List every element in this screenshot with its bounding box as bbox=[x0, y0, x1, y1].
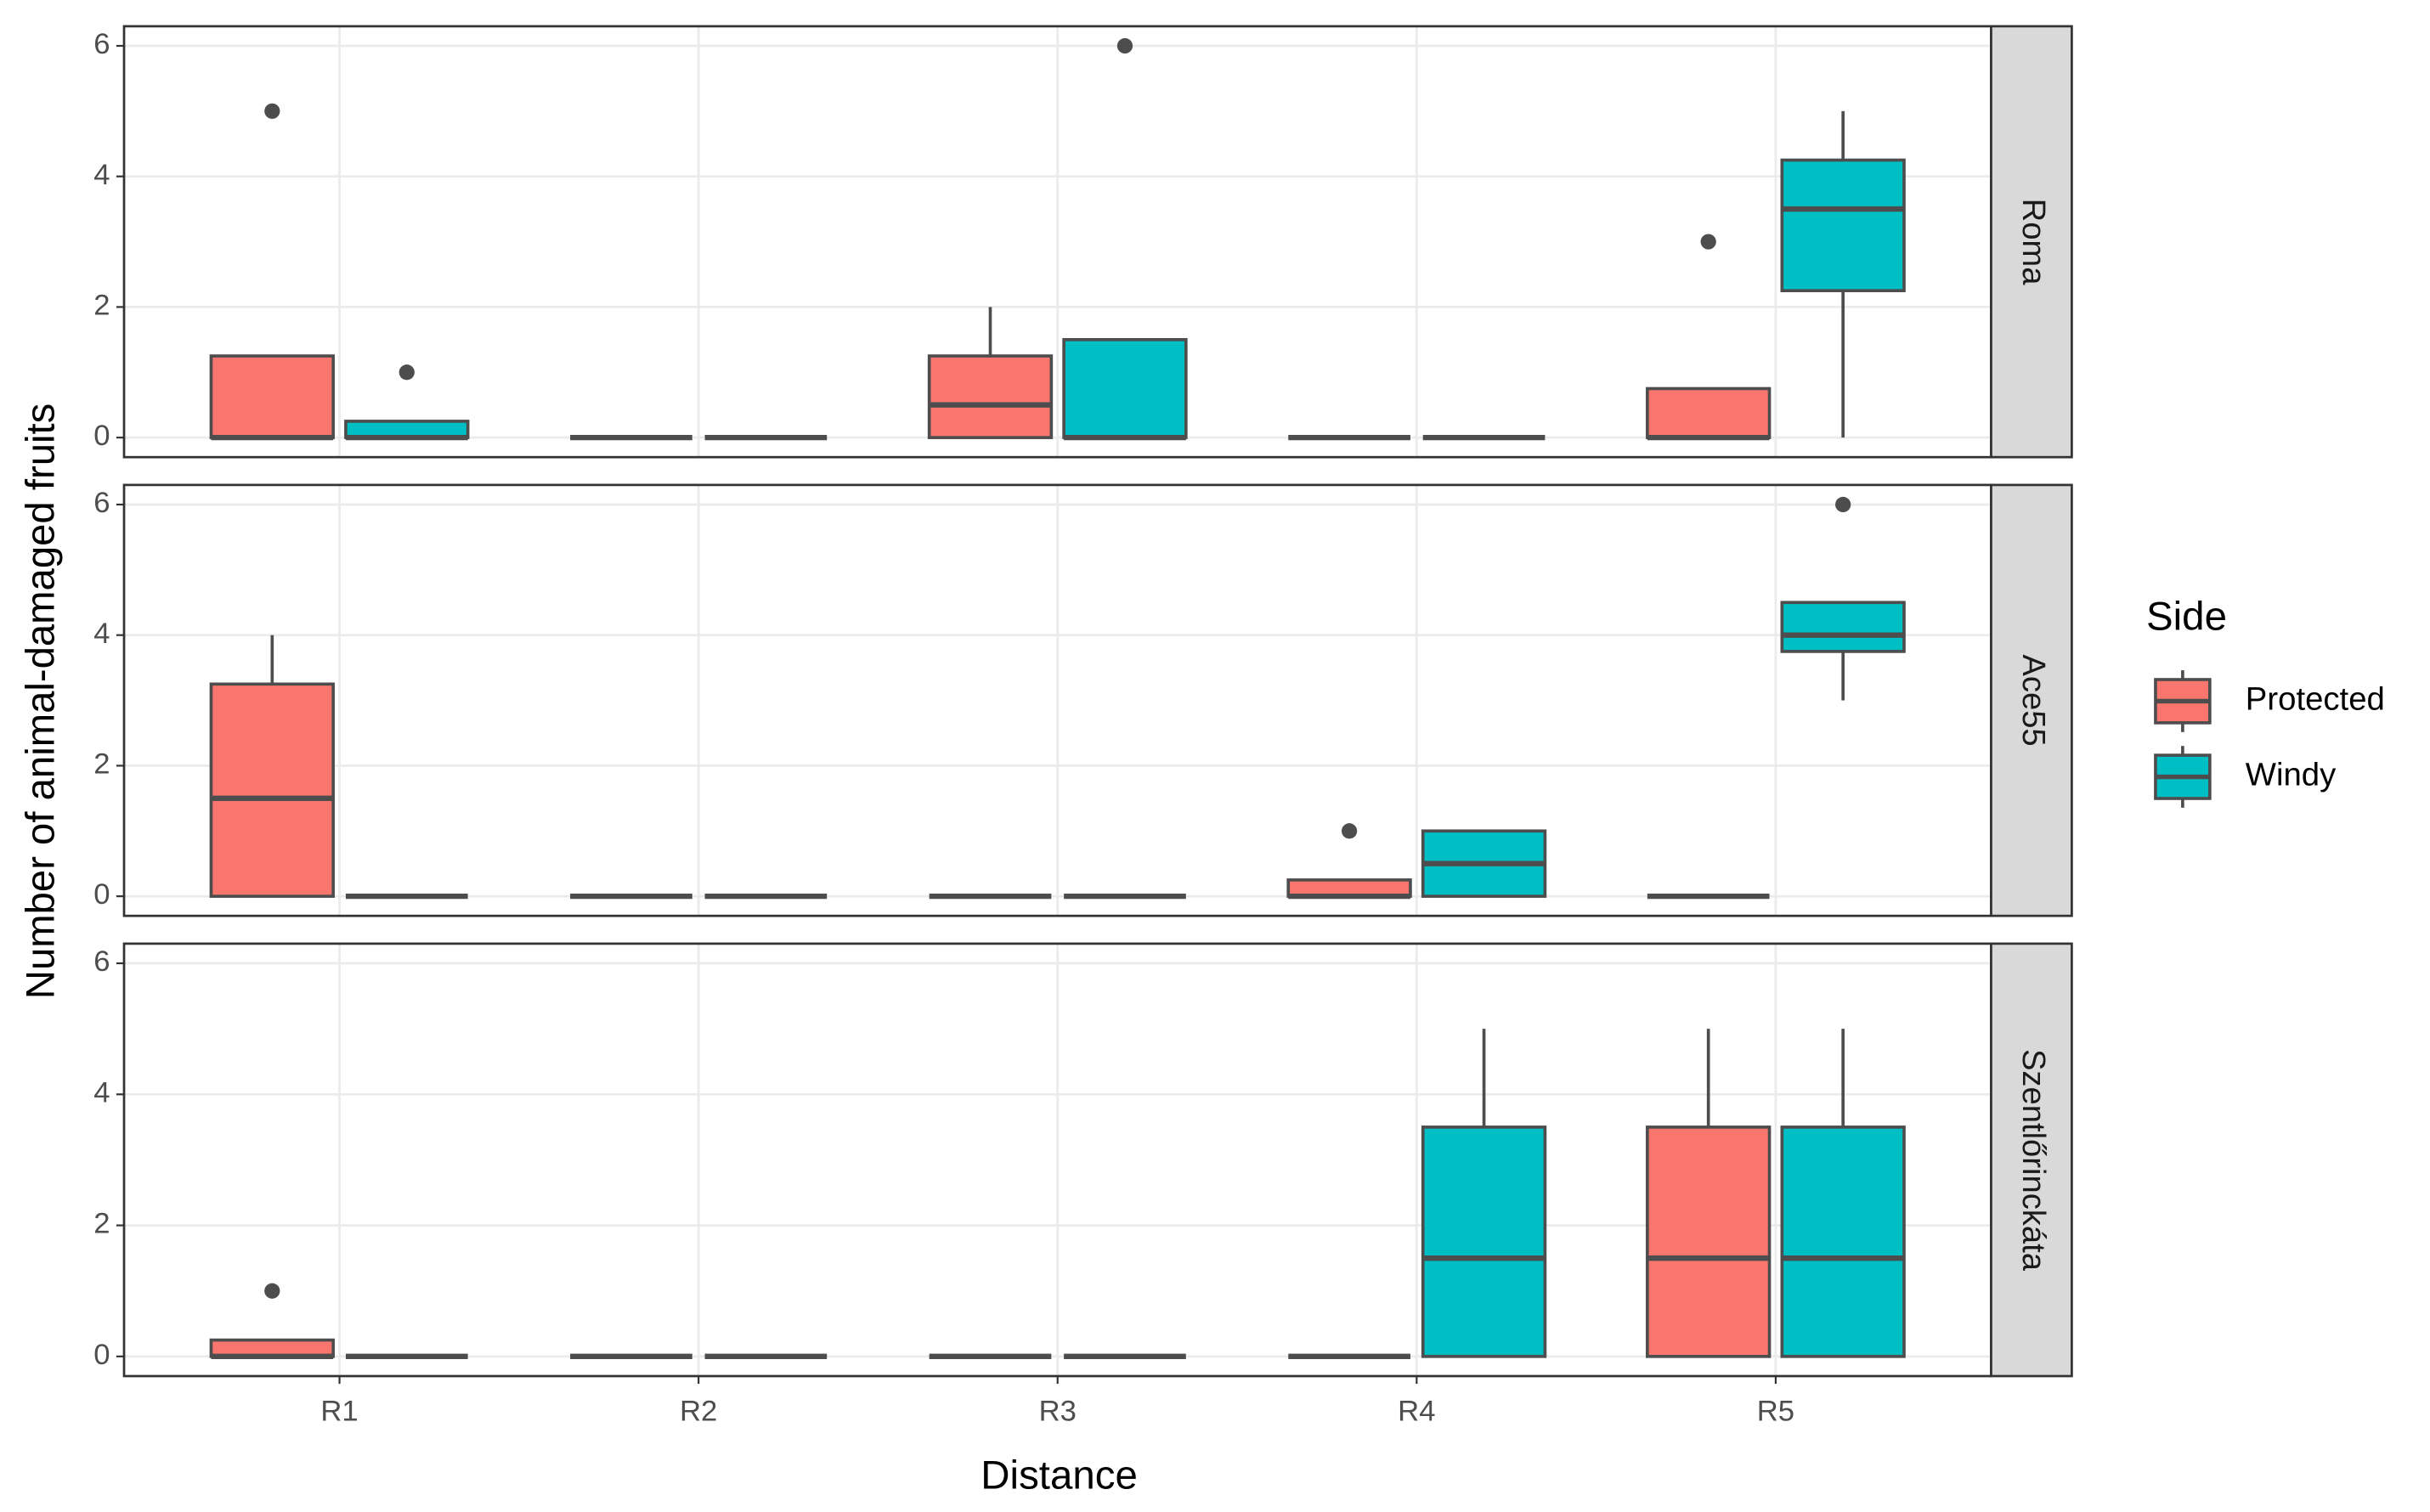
outlier bbox=[398, 364, 415, 381]
x-tick-label: R4 bbox=[1398, 1396, 1435, 1428]
legend-item: Protected bbox=[2152, 670, 2385, 732]
x-tick-label: R5 bbox=[1757, 1396, 1794, 1428]
y-tick-label: 2 bbox=[93, 1208, 110, 1240]
legend-label: Protected bbox=[2246, 681, 2385, 718]
strip-label: Roma bbox=[2015, 199, 2052, 286]
outlier bbox=[1116, 37, 1133, 54]
outlier bbox=[264, 103, 280, 119]
legend-title: Side bbox=[2146, 595, 2227, 640]
box bbox=[1780, 1126, 1906, 1358]
box bbox=[927, 354, 1054, 439]
y-tick-label: 0 bbox=[93, 878, 110, 911]
strip bbox=[1990, 25, 2073, 459]
box bbox=[1780, 601, 1906, 653]
y-tick-label: 0 bbox=[93, 1339, 110, 1371]
strip-label: Szentlőrinckáta bbox=[2015, 1049, 2052, 1272]
box bbox=[209, 682, 335, 898]
outlier bbox=[264, 1283, 280, 1299]
y-tick-label: 4 bbox=[93, 618, 110, 650]
y-tick-label: 2 bbox=[93, 290, 110, 322]
box bbox=[1646, 386, 1772, 439]
strip bbox=[1990, 942, 2073, 1378]
box bbox=[1780, 158, 1906, 293]
legend-item: Windy bbox=[2152, 746, 2337, 808]
y-tick-label: 0 bbox=[93, 420, 110, 452]
x-tick-label: R3 bbox=[1039, 1396, 1077, 1428]
outlier bbox=[1835, 496, 1851, 513]
y-axis-title: Number of animal-damaged fruits bbox=[19, 403, 64, 999]
box bbox=[1062, 338, 1188, 439]
strip-label: Ace55 bbox=[2015, 654, 2052, 746]
x-axis-title: Distance bbox=[980, 1453, 1138, 1498]
outlier bbox=[1341, 823, 1358, 839]
x-tick-label: R1 bbox=[320, 1396, 358, 1428]
y-tick-label: 2 bbox=[93, 748, 110, 781]
legend-label: Windy bbox=[2246, 757, 2337, 793]
strip bbox=[1990, 483, 2073, 917]
y-tick-label: 6 bbox=[93, 28, 110, 60]
box bbox=[1646, 1126, 1772, 1358]
box bbox=[1421, 1126, 1547, 1358]
y-tick-label: 4 bbox=[93, 1077, 110, 1109]
y-tick-label: 4 bbox=[93, 159, 110, 191]
outlier bbox=[1700, 234, 1716, 250]
y-tick-label: 6 bbox=[93, 945, 110, 978]
x-tick-label: R2 bbox=[680, 1396, 717, 1428]
y-tick-label: 6 bbox=[93, 487, 110, 519]
box bbox=[209, 354, 335, 439]
